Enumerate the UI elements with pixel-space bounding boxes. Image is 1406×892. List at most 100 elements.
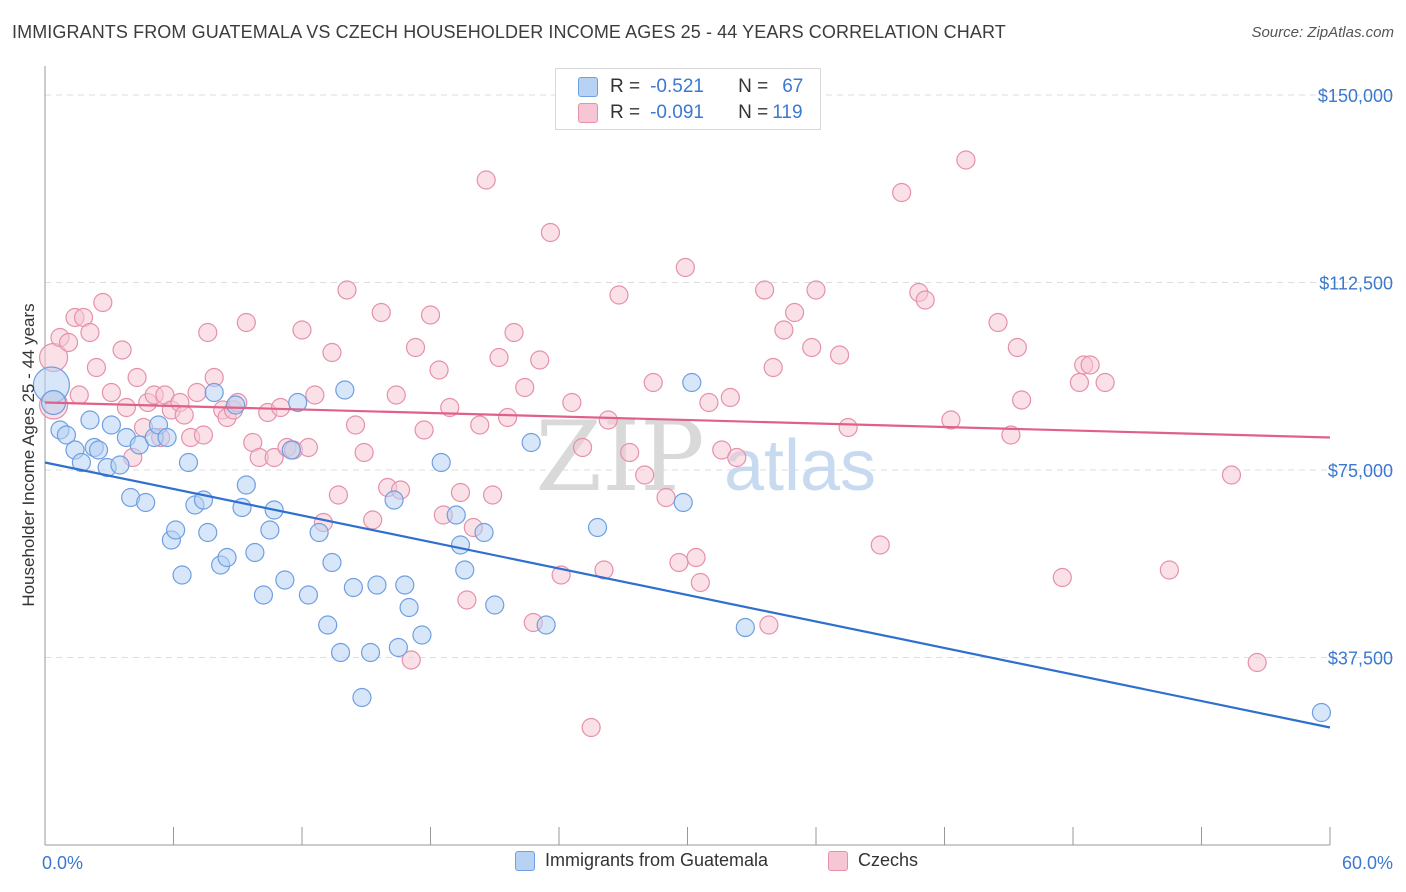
- guatemala-point: [157, 427, 177, 448]
- czechs-point: [699, 392, 719, 413]
- czechs-point: [345, 415, 366, 435]
- czechs-point: [483, 485, 503, 505]
- guatemala-point: [318, 615, 338, 635]
- czechs-point: [1247, 652, 1267, 673]
- guatemala-point: [172, 565, 192, 585]
- czechs-point: [405, 337, 426, 358]
- czechs-point: [1159, 560, 1179, 580]
- guatemala-point: [56, 425, 77, 445]
- guatemala-point: [1311, 702, 1332, 723]
- y-tick-label: $75,000: [1328, 461, 1393, 481]
- guatemala-point: [88, 440, 109, 460]
- czechs-point: [690, 572, 710, 593]
- czechs-point: [988, 312, 1008, 333]
- stats-row-czechs: R = -0.091 N = 119: [578, 100, 803, 126]
- czechs-point: [609, 285, 629, 305]
- guatemala-point: [136, 492, 156, 513]
- guatemala-point: [335, 380, 355, 400]
- czechs-point: [371, 302, 391, 323]
- czechs-point: [93, 292, 113, 313]
- chart-title: IMMIGRANTS FROM GUATEMALA VS CZECH HOUSE…: [12, 22, 1006, 42]
- czechs-point: [515, 377, 535, 398]
- guatemala-point: [260, 520, 280, 540]
- axes: [44, 66, 1331, 846]
- guatemala-point: [384, 490, 404, 510]
- czechs-point: [956, 150, 976, 170]
- czechs-point: [562, 392, 582, 413]
- guatemala-point: [399, 597, 419, 618]
- legend-item-guatemala[interactable]: Immigrants from Guatemala: [515, 850, 768, 871]
- czechs-point: [838, 417, 858, 438]
- czechs-point: [440, 397, 460, 418]
- czechs-point: [1011, 390, 1032, 410]
- trend-lines: [44, 401, 1331, 729]
- czechs-point: [187, 382, 207, 403]
- r-label: R =: [610, 102, 641, 123]
- guatemala-point: [455, 560, 475, 580]
- legend-item-czechs[interactable]: Czechs: [828, 850, 918, 871]
- czechs-point: [504, 322, 524, 343]
- guatemala-point: [673, 492, 693, 513]
- czechs-point: [1007, 337, 1027, 358]
- guatemala-point: [536, 615, 556, 635]
- tick-labels: $37,500 $75,000 $112,500 $150,000 0.0% 60.0%: [42, 86, 1393, 873]
- guatemala-point: [412, 625, 432, 645]
- guatemala-point: [71, 452, 92, 473]
- y-tick-label: $150,000: [1318, 86, 1393, 106]
- czechs-point: [675, 257, 695, 278]
- guatemala-point: [110, 455, 130, 475]
- n-label: N =: [738, 76, 769, 97]
- czechs-point: [598, 410, 618, 430]
- guatemala-point: [80, 410, 100, 430]
- czechs-point: [86, 357, 107, 378]
- guatemala-point: [298, 585, 319, 605]
- czechs-point: [656, 487, 676, 508]
- guatemala-point: [431, 452, 451, 473]
- guatemala-point: [281, 440, 301, 460]
- czechs-point: [829, 345, 850, 365]
- czechs-point: [470, 415, 490, 435]
- y-axis-label: Householder Income Ages 25 - 44 years: [19, 303, 38, 606]
- guatemala-point: [322, 552, 342, 573]
- czechs-point: [58, 332, 79, 353]
- legend-swatch-pink: [828, 850, 848, 871]
- czechs-point: [414, 420, 434, 440]
- czechs-point: [476, 170, 496, 190]
- czechs-point: [457, 590, 477, 610]
- watermark-atlas: atlas: [724, 426, 876, 506]
- guatemala-points: [32, 366, 1332, 723]
- guatemala-point: [101, 415, 121, 435]
- czechs-point: [337, 280, 357, 300]
- czechs-point: [354, 442, 374, 463]
- czechs-point: [572, 437, 593, 458]
- guatemala-point: [178, 452, 199, 473]
- czechs-point: [305, 385, 325, 405]
- czechs-point: [594, 560, 614, 580]
- y-tick-label: $112,500: [1319, 274, 1393, 294]
- guatemala-point: [446, 505, 466, 525]
- czechs-point: [264, 447, 284, 468]
- stats-legend: R = -0.521 N = 67 R = -0.091 N = 119: [555, 68, 821, 130]
- czechs-point: [328, 485, 349, 505]
- r-label: R =: [610, 76, 641, 97]
- czechs-point: [193, 425, 214, 445]
- czechs-point: [643, 372, 663, 393]
- czechs-point: [322, 342, 342, 363]
- guatemala-point: [367, 575, 387, 595]
- czechs-trend-line: [44, 401, 1331, 439]
- guatemala-point: [388, 637, 408, 658]
- czechs-point: [941, 410, 961, 430]
- guatemala-point: [309, 522, 329, 543]
- czechs-point: [174, 405, 194, 425]
- bottom-legend: Immigrants from Guatemala Czechs: [0, 850, 1406, 880]
- czechs-point: [870, 535, 890, 555]
- czechs-point: [915, 290, 935, 310]
- n-value: 67: [782, 76, 804, 97]
- czechs-point: [450, 482, 471, 503]
- guatemala-point: [343, 577, 363, 598]
- czechs-point: [1221, 465, 1242, 485]
- czechs-point: [116, 397, 136, 418]
- legend-swatch-blue: [515, 850, 535, 871]
- czechs-point: [1001, 425, 1021, 445]
